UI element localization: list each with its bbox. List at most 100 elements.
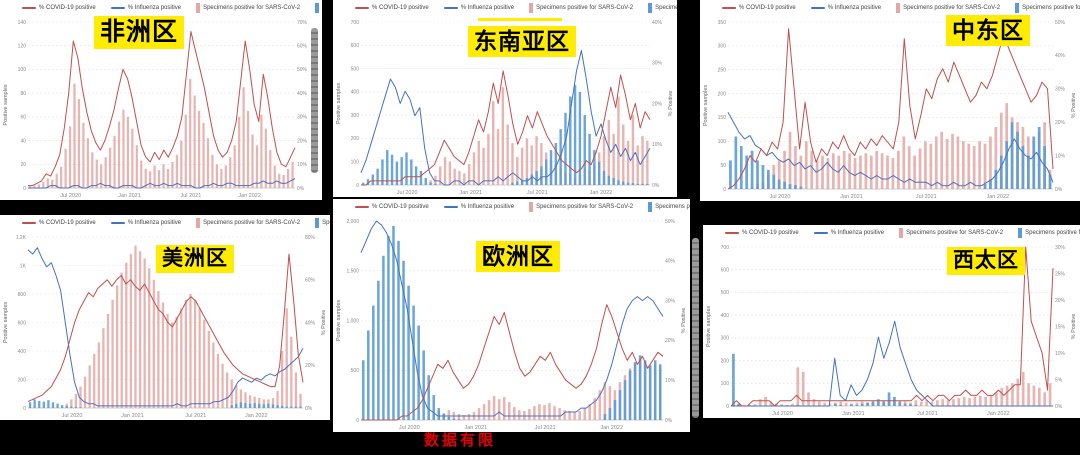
svg-text:600: 600: [721, 268, 730, 274]
svg-text:100: 100: [718, 139, 727, 145]
svg-text:Jul 2021: Jul 2021: [185, 413, 206, 419]
svg-text:Jul 2021: Jul 2021: [916, 194, 937, 200]
legend-item: Specimens positive for SARS-CoV-2: [529, 3, 633, 13]
chart-canvas: 0 500 1,000 1,500 2,000 0% 10% 20% 30% 40% 50% Jul …: [336, 219, 687, 431]
svg-text:300: 300: [718, 44, 727, 50]
legend-item: Specimens positive for SARS-CoV-2: [899, 228, 1003, 238]
legend-label: Specimens positive for influenza: [322, 220, 330, 226]
svg-text:0: 0: [356, 418, 359, 424]
legend-line-swatch: [22, 222, 36, 224]
scrollbar[interactable]: [692, 238, 699, 418]
legend-label: % Influenza positive: [827, 5, 882, 11]
legend-label: Specimens positive for influenza: [1022, 5, 1080, 11]
legend-line-swatch: [725, 232, 739, 234]
svg-text:50: 50: [720, 163, 726, 169]
svg-text:100: 100: [351, 160, 360, 166]
svg-text:Jan 2021: Jan 2021: [842, 411, 865, 417]
legend-label: % COVID-19 positive: [39, 220, 96, 226]
legend-item: % COVID-19 positive: [22, 5, 96, 11]
svg-text:600: 600: [18, 320, 27, 326]
chart-plot: 0 200 400 600 800 1K 1.2K 0% 20% 40% 60% 80% Jul 202…: [0, 231, 330, 420]
svg-text:100: 100: [721, 381, 730, 387]
chart-legend: % COVID-19 positive % Influenza positive S…: [0, 215, 330, 231]
svg-text:Jan 2021: Jan 2021: [121, 413, 144, 419]
legend-label: Specimens positive for SARS-CoV-2: [203, 5, 301, 11]
svg-text:40: 40: [20, 138, 26, 144]
legend-bar-swatch: [196, 218, 201, 228]
svg-text:60%: 60%: [305, 278, 316, 284]
svg-text:0%: 0%: [665, 418, 673, 424]
legend-item: % Influenza positive: [810, 5, 882, 11]
svg-text:Jan 2021: Jan 2021: [464, 425, 487, 431]
svg-text:250: 250: [718, 68, 727, 74]
chart-legend: % COVID-19 positive % Influenza positive S…: [703, 225, 1080, 241]
scrollbar[interactable]: [311, 28, 318, 173]
svg-text:500: 500: [351, 368, 360, 374]
region-title-southeast-asia: 东南亚区: [468, 26, 576, 57]
chart-panel-southeast-asia: % COVID-19 positive % Influenza positive S…: [333, 0, 677, 197]
svg-text:0%: 0%: [297, 186, 305, 192]
svg-text:Jan 2021: Jan 2021: [118, 193, 141, 199]
svg-text:Jul 2021: Jul 2021: [917, 411, 938, 417]
svg-text:10%: 10%: [652, 142, 663, 148]
legend-bar-swatch: [196, 3, 201, 13]
legend-label: Specimens positive for SARS-CoV-2: [903, 5, 1001, 11]
svg-text:0: 0: [23, 186, 26, 192]
svg-text:0: 0: [726, 404, 729, 410]
svg-text:80%: 80%: [305, 235, 316, 241]
svg-text:Jul 2020: Jul 2020: [397, 190, 418, 196]
svg-text:300: 300: [721, 336, 730, 342]
legend-bar-swatch: [529, 3, 534, 13]
svg-text:40%: 40%: [1055, 53, 1066, 59]
svg-text:Jul 2021: Jul 2021: [527, 190, 548, 196]
legend-item: Specimens positive for influenza: [1018, 228, 1080, 238]
svg-text:30%: 30%: [665, 298, 676, 304]
svg-text:5%: 5%: [1055, 377, 1063, 383]
svg-text:10%: 10%: [1055, 351, 1066, 357]
legend-label: % Influenza positive: [460, 204, 515, 210]
svg-text:25%: 25%: [1055, 271, 1066, 277]
svg-text:20%: 20%: [665, 338, 676, 344]
svg-text:0: 0: [23, 406, 26, 412]
chart-plot: 0 20 40 60 80 100 120 140 0% 10% 20% 30% 40% 50% 60% 70…: [0, 16, 322, 200]
svg-text:60: 60: [20, 115, 26, 121]
chart-legend: % COVID-19 positive % Influenza positive S…: [333, 199, 690, 215]
chart-plot: 0 500 1,000 1,500 2,000 0% 10% 20% 30% 40% 50% Jul …: [333, 215, 690, 432]
region-title-middle-east: 中东区: [946, 15, 1030, 46]
svg-text:20: 20: [20, 162, 26, 168]
chart-legend: % COVID-19 positive % Influenza positive S…: [700, 0, 1080, 16]
legend-item: % Influenza positive: [110, 5, 181, 11]
svg-text:200: 200: [18, 377, 27, 383]
svg-text:400: 400: [721, 313, 730, 319]
svg-text:200: 200: [718, 91, 727, 97]
chart-canvas: 0 20 40 60 80 100 120 140 0% 10% 20% 30% 40% 50% 60% 70…: [3, 20, 319, 199]
svg-text:Jan 2022: Jan 2022: [987, 411, 1010, 417]
chart-legend: % COVID-19 positive % Influenza positive S…: [333, 0, 677, 16]
svg-text:200: 200: [351, 136, 360, 142]
svg-text:150: 150: [718, 115, 727, 121]
svg-text:2,000: 2,000: [346, 219, 359, 225]
svg-text:Positive samples: Positive samples: [336, 300, 342, 342]
legend-label: Specimens positive for influenza: [655, 204, 690, 210]
legend-line-swatch: [443, 7, 458, 9]
region-title-western-pacific: 西太区: [947, 247, 1025, 276]
svg-text:350: 350: [718, 20, 727, 26]
svg-text:% Positive: % Positive: [1071, 314, 1077, 340]
legend-line-swatch: [110, 7, 125, 9]
legend-item: % COVID-19 positive: [355, 204, 429, 210]
legend-item: Specimens positive for influenza: [1015, 3, 1080, 13]
svg-text:20%: 20%: [297, 138, 308, 144]
region-title-africa: 非洲区: [94, 16, 185, 50]
svg-text:Positive samples: Positive samples: [706, 306, 712, 348]
legend-item: % Influenza positive: [813, 230, 884, 236]
svg-text:50%: 50%: [665, 219, 676, 225]
svg-text:500: 500: [351, 66, 360, 72]
legend-bar-swatch: [896, 3, 901, 13]
legend-item: Specimens positive for influenza: [315, 3, 322, 13]
chart-panel-africa: % COVID-19 positive % Influenza positive S…: [0, 0, 322, 200]
legend-label: Specimens positive for SARS-CoV-2: [203, 220, 301, 226]
svg-text:800: 800: [18, 292, 27, 298]
legend-line-swatch: [813, 232, 828, 234]
svg-text:500: 500: [721, 290, 730, 296]
